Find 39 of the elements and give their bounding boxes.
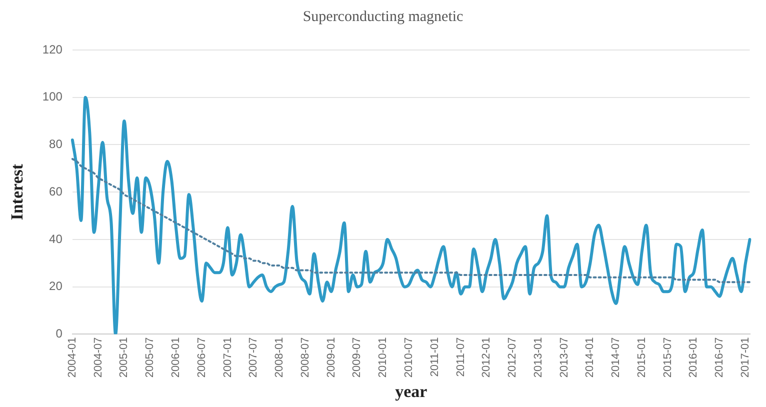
- x-tick-label: 2013-07: [558, 337, 570, 378]
- chart-title: Superconducting magnetic: [302, 8, 464, 25]
- x-tick-label: 2017-01: [740, 337, 752, 378]
- x-tick-label: 2010-07: [402, 337, 415, 378]
- x-tick-label: 2016-01: [688, 337, 700, 378]
- x-tick-label: 2016-07: [714, 337, 726, 378]
- x-tick-label: 2015-07: [662, 337, 674, 378]
- y-tick-label: 40: [49, 232, 63, 246]
- y-tick-label: 120: [42, 42, 63, 56]
- y-tick-label: 100: [42, 90, 63, 104]
- x-tick-label: 2006-01: [170, 337, 182, 378]
- x-tick-label: 2005-01: [118, 337, 130, 378]
- x-tick-label: 2008-01: [274, 337, 286, 378]
- line-series: [71, 158, 751, 284]
- line-series: [70, 96, 752, 334]
- y-tick-label: 80: [49, 137, 63, 152]
- x-tick-label: 2011-07: [454, 337, 467, 377]
- y-tick-label: 0: [56, 326, 63, 341]
- x-tick-label: 2010-01: [377, 337, 390, 378]
- x-tick-label: 2007-01: [222, 337, 234, 378]
- x-tick-label: 2013-01: [532, 337, 544, 378]
- y-axis-title: Interest: [8, 164, 27, 220]
- x-tick-label: 2006-07: [196, 337, 208, 378]
- x-tick-label: 2015-01: [636, 337, 648, 378]
- x-tick-label: 2004-07: [92, 337, 104, 378]
- x-tick-label: 2007-07: [248, 337, 260, 378]
- y-tick-label: 60: [49, 184, 63, 198]
- x-tick-label: 2005-07: [144, 337, 156, 378]
- x-tick-label: 2012-01: [480, 337, 493, 378]
- x-tick-label: 2014-07: [610, 337, 622, 378]
- x-tick-label: 2009-07: [351, 337, 364, 378]
- x-tick-label: 2012-07: [506, 337, 519, 378]
- x-tick-label: 2014-01: [584, 337, 596, 378]
- x-axis-title: year: [395, 382, 428, 402]
- y-tick-label: 20: [49, 279, 63, 294]
- x-tick-label: 2008-07: [299, 337, 312, 378]
- x-tick-label: 2011-01: [428, 337, 441, 377]
- x-tick-label: 2009-01: [325, 337, 338, 378]
- x-tick-label: 2004-01: [66, 337, 78, 378]
